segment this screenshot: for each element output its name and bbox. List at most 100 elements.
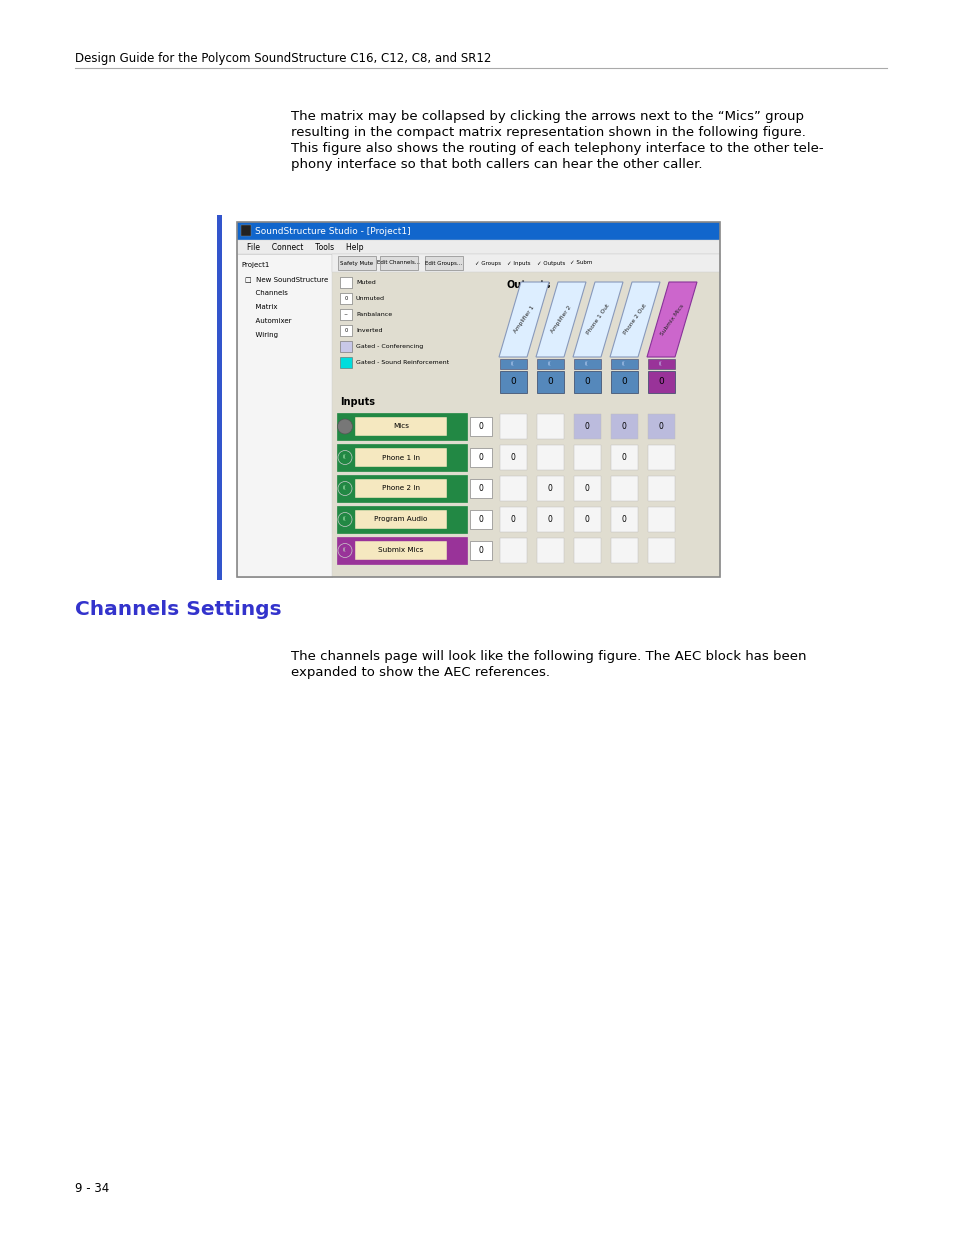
- Text: 0: 0: [584, 422, 589, 431]
- Text: Edit Channels...: Edit Channels...: [377, 261, 420, 266]
- Bar: [647, 508, 675, 532]
- Text: Panbalance: Panbalance: [355, 312, 392, 317]
- Text: Submix Mics: Submix Mics: [659, 303, 684, 336]
- Bar: [610, 538, 638, 563]
- Circle shape: [337, 419, 352, 433]
- Text: 0: 0: [478, 484, 483, 493]
- Text: 0: 0: [583, 378, 589, 387]
- Text: 0: 0: [478, 453, 483, 462]
- Text: 0: 0: [510, 515, 515, 524]
- Text: 0: 0: [478, 422, 483, 431]
- Bar: [339, 357, 352, 368]
- Bar: [537, 475, 563, 501]
- Text: 0: 0: [547, 515, 552, 524]
- Text: ((: ((: [584, 362, 588, 367]
- Bar: [241, 225, 251, 236]
- Polygon shape: [573, 282, 622, 357]
- Text: 0: 0: [478, 515, 483, 524]
- Bar: [499, 445, 526, 471]
- Text: ((: ((: [548, 362, 551, 367]
- Bar: [574, 414, 600, 438]
- Bar: [236, 254, 332, 577]
- Bar: [336, 506, 467, 534]
- Text: Amplifier 2: Amplifier 2: [549, 305, 572, 335]
- Text: The channels page will look like the following figure. The AEC block has been: The channels page will look like the fol…: [291, 650, 805, 663]
- Text: Matrix: Matrix: [251, 304, 277, 310]
- Text: ~: ~: [344, 312, 348, 317]
- Bar: [216, 215, 222, 580]
- Text: 0: 0: [621, 422, 626, 431]
- Text: SoundStructure Studio - [Project1]: SoundStructure Studio - [Project1]: [254, 226, 410, 236]
- Bar: [337, 256, 375, 270]
- Bar: [424, 256, 462, 270]
- Text: Amplifier 1: Amplifier 1: [512, 305, 535, 335]
- Bar: [332, 254, 720, 577]
- Polygon shape: [609, 282, 659, 357]
- Text: Program Audio: Program Audio: [374, 516, 427, 522]
- Bar: [355, 541, 447, 559]
- Text: 0: 0: [547, 378, 553, 387]
- Text: Phone 2 In: Phone 2 In: [381, 485, 419, 492]
- Text: Design Guide for the Polycom SoundStructure C16, C12, C8, and SR12: Design Guide for the Polycom SoundStruct…: [75, 52, 491, 65]
- Text: Channels Settings: Channels Settings: [75, 600, 281, 619]
- Bar: [499, 538, 526, 563]
- Bar: [336, 475, 467, 501]
- Circle shape: [337, 482, 352, 495]
- Bar: [610, 445, 638, 471]
- Text: ✓ Outputs: ✓ Outputs: [537, 261, 565, 266]
- Text: ((: ((: [659, 362, 662, 367]
- Bar: [610, 359, 638, 369]
- Text: 0: 0: [658, 378, 663, 387]
- Text: ✓ Inputs: ✓ Inputs: [506, 261, 530, 266]
- Text: ((: ((: [343, 516, 346, 521]
- Text: 0: 0: [620, 378, 626, 387]
- Bar: [610, 508, 638, 532]
- Bar: [336, 537, 467, 564]
- Text: phony interface so that both callers can hear the other caller.: phony interface so that both callers can…: [291, 158, 701, 170]
- Bar: [574, 359, 600, 369]
- Text: ✓ Subm: ✓ Subm: [569, 261, 592, 266]
- Bar: [339, 325, 352, 336]
- Bar: [537, 359, 563, 369]
- Text: Automixer: Automixer: [251, 317, 292, 324]
- Text: 0: 0: [621, 453, 626, 462]
- Bar: [355, 510, 447, 529]
- Bar: [610, 414, 638, 438]
- Bar: [339, 277, 352, 288]
- Bar: [647, 475, 675, 501]
- Text: Project1: Project1: [241, 262, 269, 268]
- Bar: [647, 445, 675, 471]
- Bar: [499, 508, 526, 532]
- Polygon shape: [536, 282, 585, 357]
- Text: expanded to show the AEC references.: expanded to show the AEC references.: [291, 666, 549, 679]
- Bar: [339, 309, 352, 320]
- Circle shape: [337, 451, 352, 464]
- Bar: [470, 448, 492, 467]
- Bar: [355, 479, 447, 498]
- Circle shape: [337, 513, 352, 526]
- Bar: [537, 445, 563, 471]
- Bar: [574, 475, 600, 501]
- Text: 0: 0: [584, 484, 589, 493]
- Bar: [355, 417, 447, 436]
- Bar: [236, 222, 720, 240]
- Text: Wiring: Wiring: [251, 332, 277, 338]
- Bar: [470, 510, 492, 529]
- Text: 0: 0: [344, 329, 347, 333]
- Text: ✓ Groups: ✓ Groups: [475, 261, 500, 266]
- Circle shape: [337, 543, 352, 557]
- Bar: [499, 414, 526, 438]
- Bar: [647, 538, 675, 563]
- Text: 0: 0: [621, 515, 626, 524]
- Text: 0: 0: [510, 453, 515, 462]
- Text: Gated - Sound Reinforcement: Gated - Sound Reinforcement: [355, 359, 449, 366]
- Text: Muted: Muted: [355, 280, 375, 285]
- Text: Outputs: Outputs: [506, 280, 551, 290]
- Text: Unmuted: Unmuted: [355, 296, 385, 301]
- Text: ((: ((: [343, 454, 346, 459]
- Bar: [379, 256, 417, 270]
- Bar: [610, 370, 638, 393]
- Text: ((: ((: [343, 485, 346, 490]
- Bar: [537, 414, 563, 438]
- Text: This figure also shows the routing of each telephony interface to the other tele: This figure also shows the routing of ea…: [291, 142, 822, 156]
